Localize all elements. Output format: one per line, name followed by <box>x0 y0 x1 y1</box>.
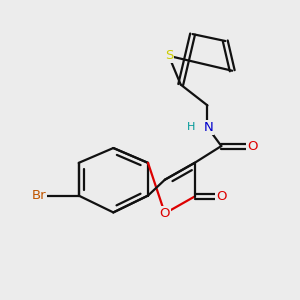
Text: O: O <box>216 190 226 203</box>
Text: H: H <box>186 122 195 132</box>
Text: S: S <box>165 50 173 62</box>
Text: O: O <box>247 140 257 152</box>
Text: Br: Br <box>32 189 46 202</box>
Text: O: O <box>160 207 170 220</box>
Text: N: N <box>204 121 213 134</box>
